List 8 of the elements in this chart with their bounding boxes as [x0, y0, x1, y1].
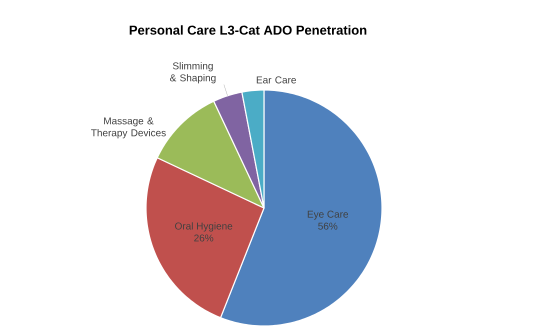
slice-label: Oral Hygiene	[175, 222, 232, 232]
data-label: 56%	[318, 222, 338, 230]
slice-label: Slimming & Shaping	[170, 62, 216, 84]
data-label: 26%	[194, 234, 214, 242]
slice-label: Eye Care	[308, 210, 348, 220]
slice-label: Ear Care	[256, 76, 296, 84]
slice-label: Massage & Therapy Devices	[91, 117, 166, 138]
chart-title: Personal Care L3-Cat ADO Penetration	[130, 25, 366, 35]
